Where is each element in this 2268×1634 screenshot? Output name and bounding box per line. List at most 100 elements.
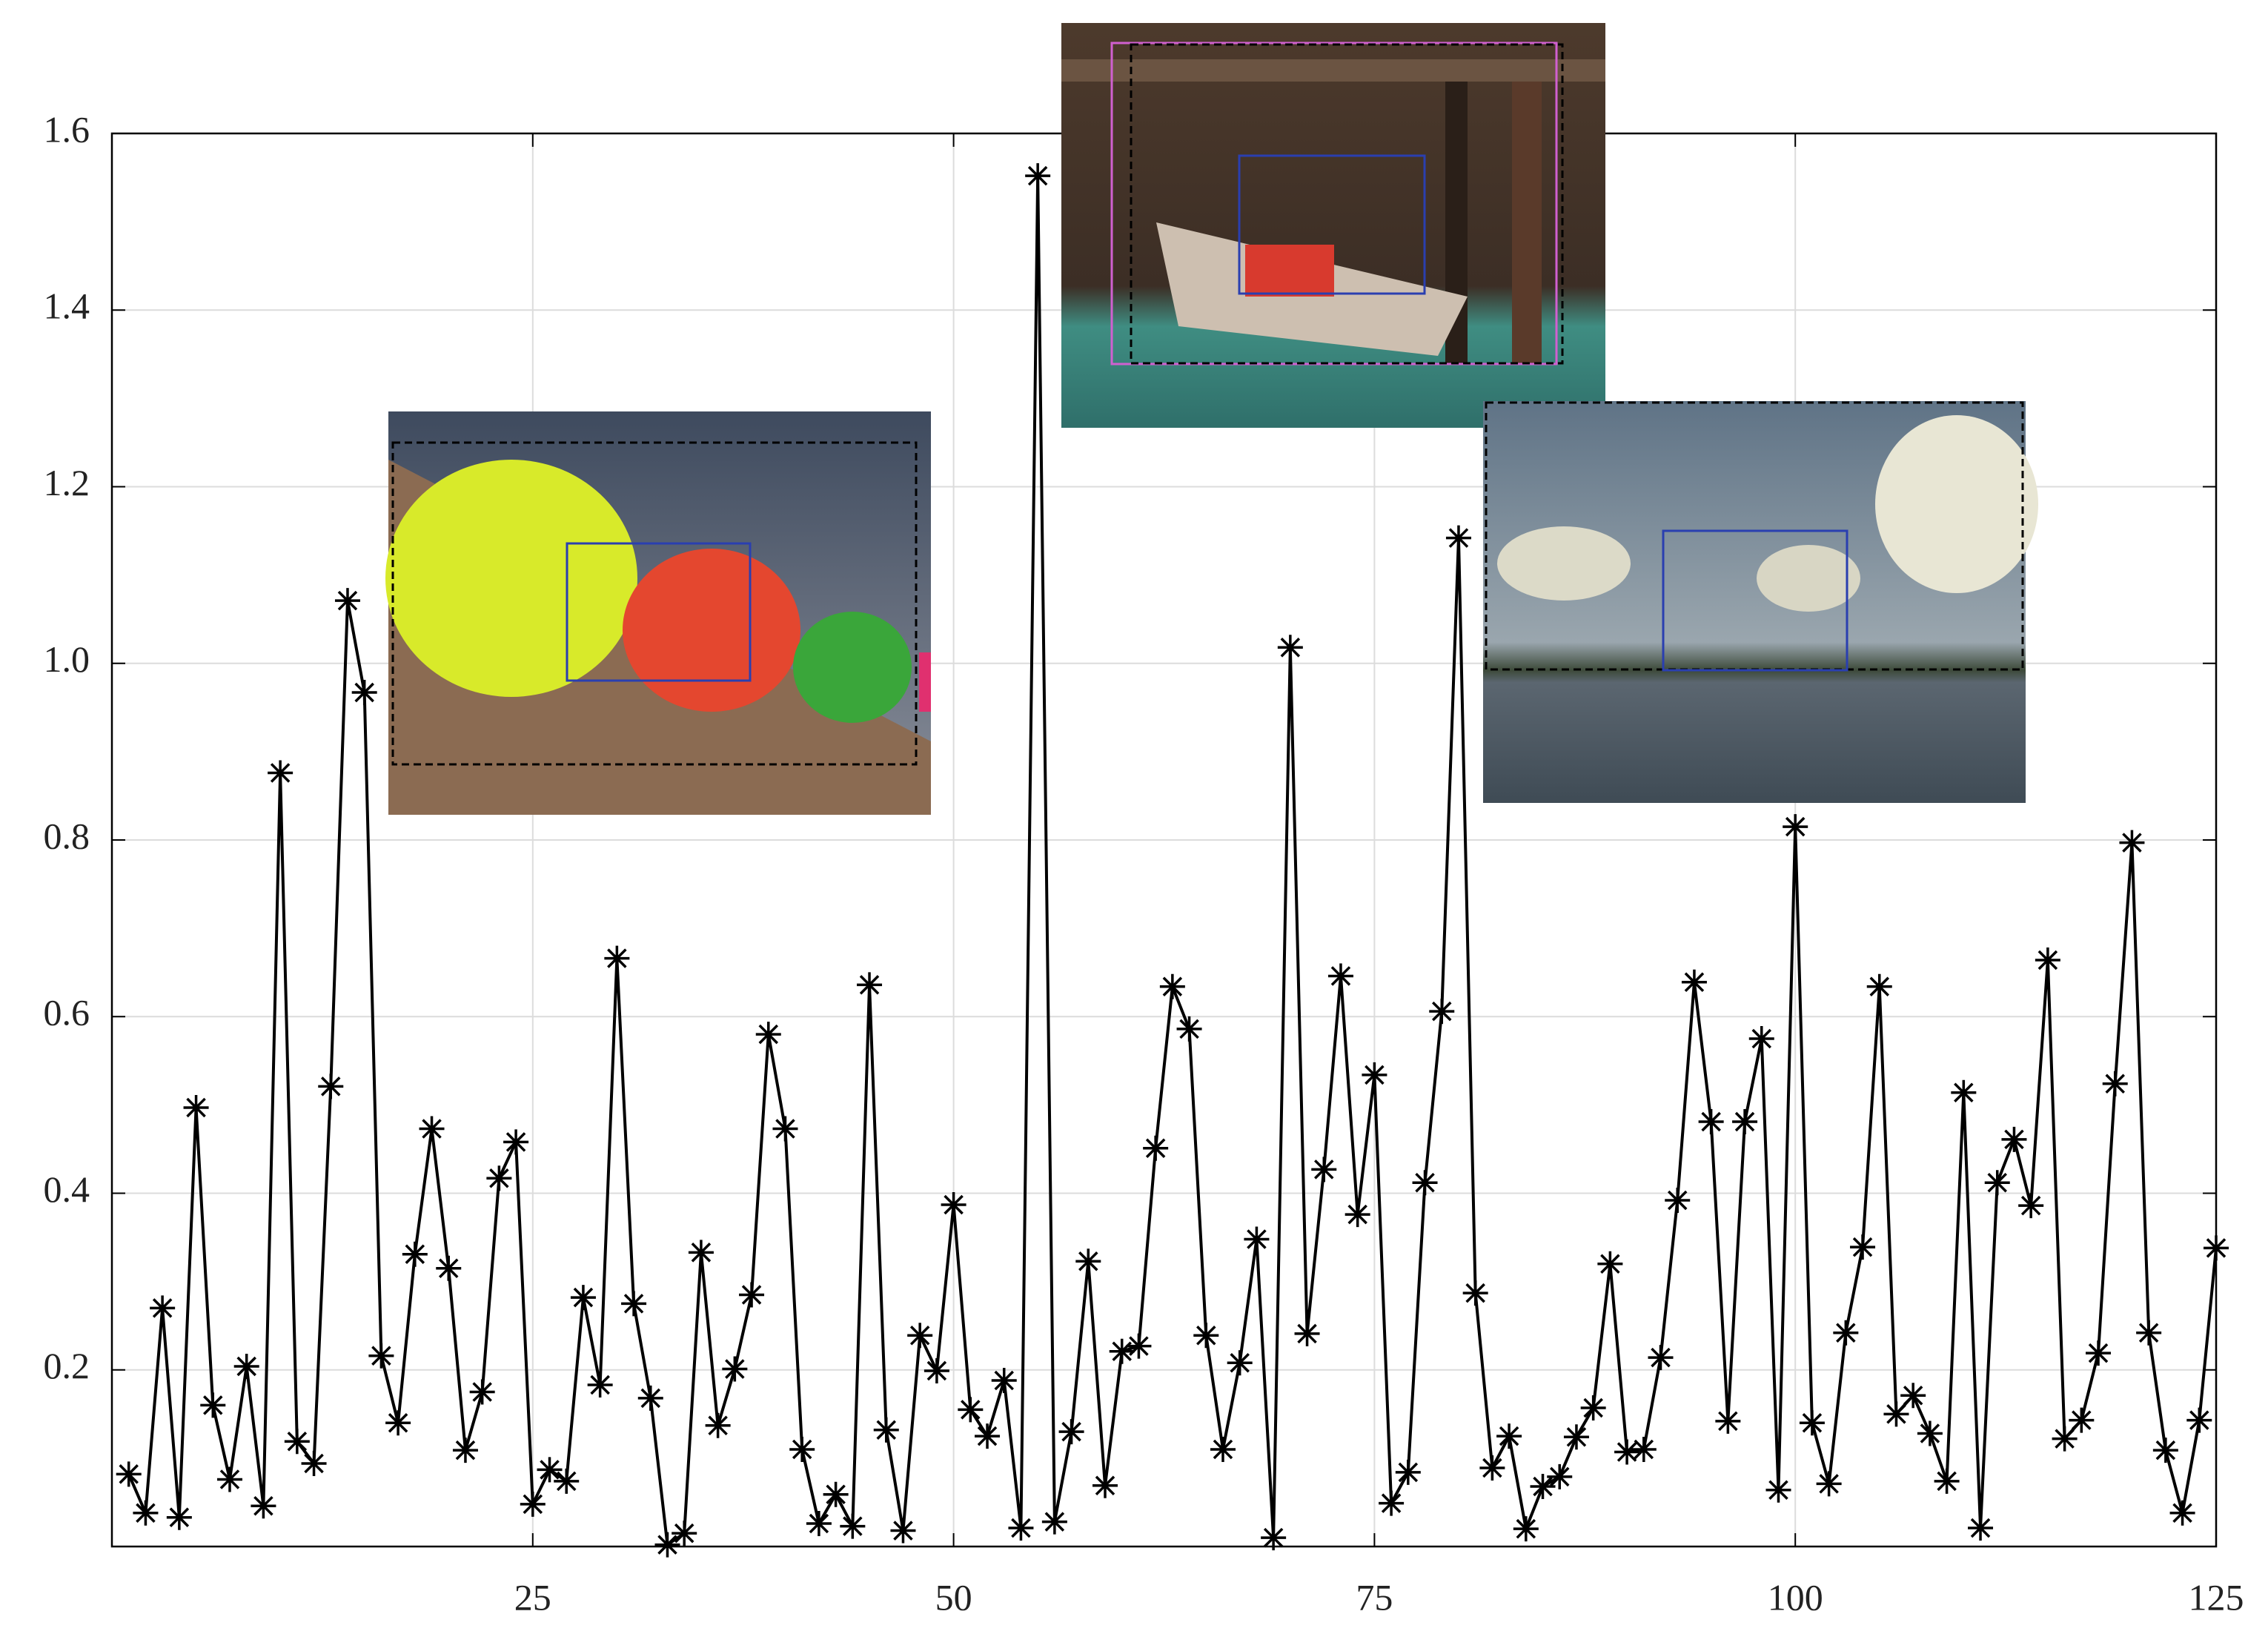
marker: [857, 972, 883, 998]
x-tick-label: 100: [1768, 1576, 1823, 1618]
marker: [1193, 1323, 1219, 1349]
marker: [1058, 1419, 1084, 1445]
marker: [637, 1385, 663, 1411]
marker: [772, 1116, 798, 1142]
marker: [1597, 1251, 1623, 1277]
marker: [1513, 1516, 1539, 1542]
marker: [1311, 1157, 1337, 1182]
marker: [722, 1356, 748, 1382]
marker: [469, 1379, 495, 1405]
marker: [1580, 1395, 1606, 1420]
marker: [1648, 1345, 1674, 1371]
marker: [1984, 1170, 2010, 1196]
marker: [183, 1094, 209, 1120]
marker: [1412, 1170, 1438, 1196]
x-tick-label: 25: [514, 1576, 551, 1618]
inset-boat: [1061, 23, 1605, 428]
marker: [1277, 635, 1303, 661]
marker: [385, 1410, 411, 1436]
marker: [1445, 525, 1471, 551]
marker: [2119, 830, 2145, 856]
marker: [1917, 1420, 1943, 1446]
marker: [1227, 1350, 1253, 1376]
marker: [806, 1511, 832, 1537]
marker: [2186, 1407, 2212, 1433]
marker: [1327, 963, 1353, 989]
marker: [672, 1521, 697, 1547]
marker: [840, 1513, 866, 1539]
marker: [1143, 1135, 1169, 1161]
marker: [958, 1397, 984, 1423]
marker: [133, 1500, 159, 1526]
marker: [739, 1282, 765, 1308]
marker: [1799, 1410, 1825, 1436]
marker: [1210, 1436, 1236, 1462]
marker: [2086, 1340, 2112, 1366]
marker: [1362, 1062, 1387, 1088]
marker: [1379, 1490, 1405, 1516]
marker: [654, 1532, 680, 1558]
marker: [1748, 1026, 1774, 1052]
marker: [604, 945, 630, 971]
marker: [1783, 814, 1808, 840]
x-tick-label: 50: [935, 1576, 972, 1618]
marker: [334, 588, 360, 614]
insets: [385, 23, 2038, 815]
marker: [537, 1457, 563, 1483]
x-tick-label: 125: [2189, 1576, 2244, 1618]
marker: [436, 1255, 462, 1281]
marker: [941, 1191, 966, 1217]
marker: [1395, 1459, 1421, 1485]
marker: [907, 1323, 933, 1349]
marker: [116, 1461, 142, 1487]
marker: [1496, 1423, 1522, 1449]
marker: [1126, 1333, 1152, 1359]
marker: [1833, 1320, 1859, 1346]
marker: [1479, 1455, 1505, 1481]
marker: [351, 680, 377, 706]
marker: [1715, 1408, 1741, 1434]
marker: [1968, 1515, 1994, 1541]
marker: [1614, 1439, 1640, 1465]
marker: [587, 1372, 613, 1398]
marker: [823, 1481, 849, 1507]
marker: [2052, 1426, 2078, 1452]
x-tick-label: 75: [1356, 1576, 1393, 1618]
marker: [1631, 1436, 1657, 1462]
y-tick-label: 1.4: [44, 285, 90, 327]
marker: [688, 1240, 714, 1266]
marker: [1951, 1079, 1977, 1105]
marker: [1244, 1226, 1270, 1252]
marker: [1866, 973, 1892, 999]
marker: [251, 1493, 276, 1519]
marker: [1530, 1473, 1556, 1499]
marker: [284, 1429, 310, 1455]
marker: [789, 1436, 815, 1462]
marker: [2001, 1126, 2027, 1152]
marker: [1109, 1338, 1135, 1364]
y-tick-label: 1.0: [44, 638, 90, 680]
marker: [873, 1417, 899, 1443]
marker: [1816, 1471, 1842, 1497]
marker: [301, 1451, 327, 1477]
marker: [1900, 1383, 1926, 1409]
y-tick-label: 0.6: [44, 992, 90, 1033]
inset-island: [1483, 401, 2038, 803]
marker: [755, 1022, 781, 1048]
marker: [570, 1285, 596, 1311]
marker: [2204, 1235, 2229, 1261]
marker: [1261, 1525, 1287, 1551]
marker: [150, 1295, 176, 1321]
marker: [503, 1129, 529, 1155]
marker: [924, 1357, 949, 1383]
marker: [402, 1241, 428, 1267]
marker: [452, 1438, 478, 1463]
y-tick-label: 0.2: [44, 1345, 90, 1386]
marker: [1850, 1234, 1876, 1260]
marker: [1008, 1515, 1034, 1541]
marker: [1665, 1188, 1691, 1214]
marker: [554, 1468, 580, 1494]
marker: [368, 1343, 394, 1369]
